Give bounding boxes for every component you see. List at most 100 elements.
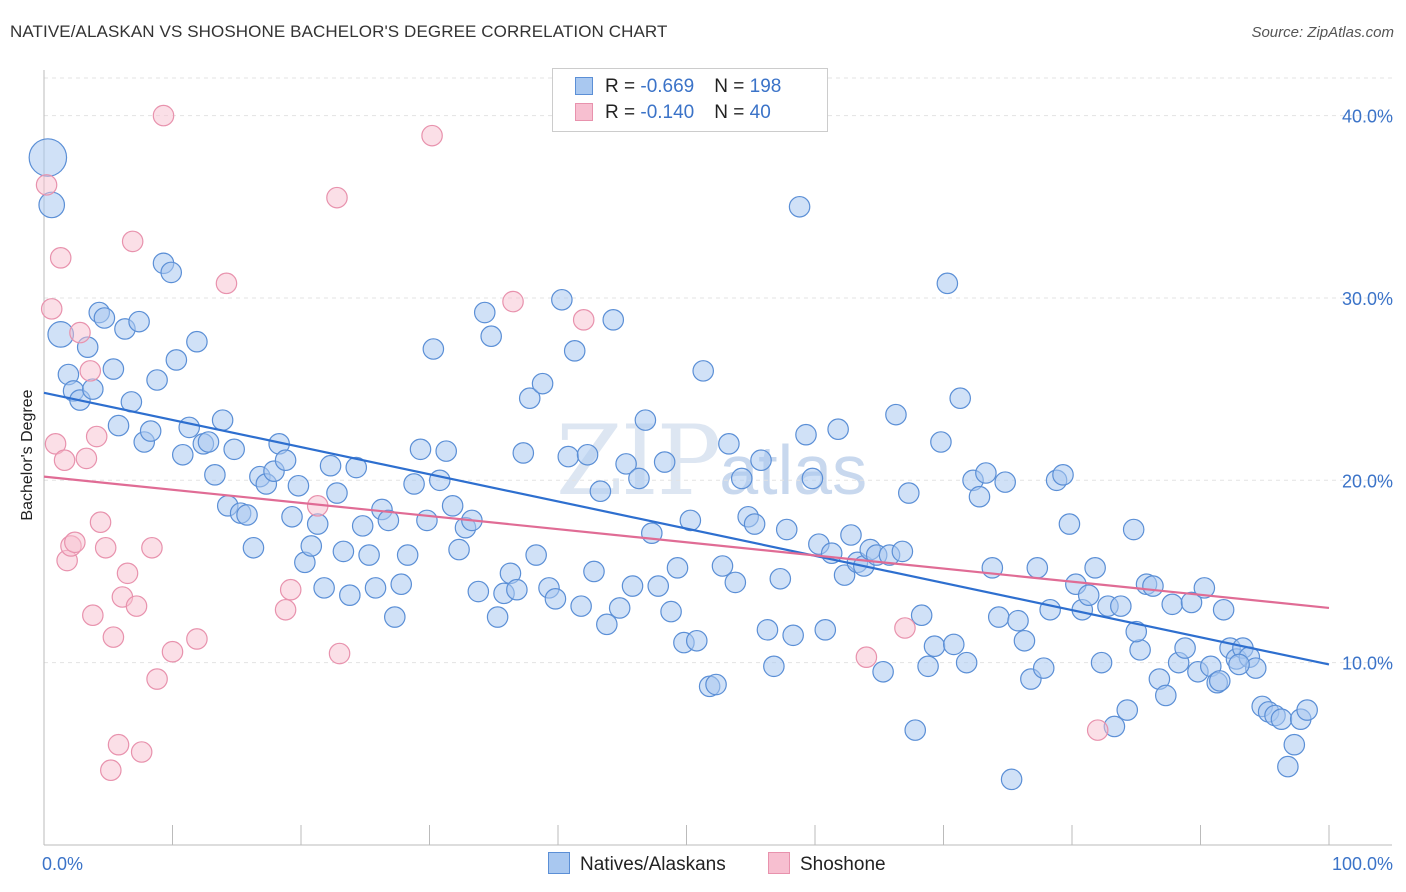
point-natives (358, 544, 380, 566)
point-natives (833, 564, 856, 586)
point-shoshone (855, 646, 878, 668)
point-natives (563, 340, 586, 362)
point-natives (930, 431, 952, 453)
point-natives (1125, 620, 1148, 643)
legend-n-label: N = (714, 76, 750, 97)
point-natives (801, 467, 824, 490)
point-natives (987, 606, 1010, 628)
point-natives (506, 578, 528, 601)
point-natives (300, 535, 323, 557)
point-natives (467, 580, 490, 603)
point-natives (409, 438, 432, 461)
point-natives (775, 518, 798, 541)
point-natives (975, 462, 997, 484)
point-natives (107, 414, 130, 437)
point-natives (1155, 684, 1177, 707)
point-natives (621, 575, 644, 597)
point-natives (576, 443, 599, 466)
point-shoshone (94, 536, 117, 559)
point-natives (326, 482, 348, 504)
y-tick-label: 30.0% (1342, 289, 1393, 309)
point-natives (968, 485, 991, 508)
point-natives (281, 505, 303, 528)
x-tick-label-start: 0.0% (42, 854, 83, 874)
point-natives (615, 453, 637, 475)
y-tick-label: 20.0% (1342, 471, 1393, 491)
point-natives (750, 449, 772, 472)
point-natives (274, 449, 297, 472)
legend-n-label: N = (714, 102, 750, 123)
point-natives (730, 467, 753, 490)
point-shoshone (130, 741, 153, 763)
point-natives (724, 571, 747, 594)
point-natives (146, 369, 168, 391)
point-shoshone (100, 759, 122, 782)
point-shoshone (40, 298, 63, 320)
point-shoshone (328, 642, 351, 665)
x-tick-label-end: 100.0% (1332, 854, 1393, 874)
point-shoshone (279, 578, 302, 601)
point-natives (653, 451, 676, 473)
point-natives (763, 655, 785, 678)
point-natives (679, 509, 702, 532)
point-natives (351, 515, 374, 537)
point-natives (242, 536, 265, 559)
point-natives (589, 480, 612, 503)
point-natives (531, 372, 554, 395)
point-natives (204, 464, 226, 486)
point-natives (596, 613, 618, 636)
point-natives (1077, 584, 1100, 606)
point-shoshone (102, 626, 125, 648)
bottom-legend-natives: Natives/Alaskans (548, 852, 726, 876)
legend-row-shoshone: R = -0.140 N = 40 (575, 102, 771, 126)
point-natives (377, 509, 400, 532)
point-shoshone (82, 604, 104, 627)
point-shoshone (161, 640, 184, 663)
point-natives (339, 584, 361, 606)
point-natives (551, 288, 573, 311)
point-natives (917, 655, 939, 678)
point-natives (448, 538, 470, 561)
point-shoshone (85, 425, 108, 448)
point-natives (1174, 637, 1196, 659)
point-natives (1228, 653, 1250, 676)
point-shoshone (274, 598, 297, 621)
y-tick-label: 40.0% (1342, 107, 1393, 127)
point-natives (692, 360, 715, 382)
point-natives (666, 557, 689, 579)
point-natives (949, 387, 972, 410)
y-axis-label: Bachelor's Degree (19, 389, 36, 521)
bottom-legend-label: Shoshone (800, 854, 886, 875)
point-natives (1000, 768, 1023, 791)
point-natives (1161, 593, 1184, 616)
point-natives (403, 473, 425, 495)
point-shoshone (79, 360, 102, 382)
point-natives (1013, 629, 1036, 652)
point-shoshone (89, 511, 112, 534)
point-natives (628, 467, 650, 490)
point-natives (557, 445, 580, 468)
legend-r-value: -0.140 (640, 102, 695, 123)
y-tick-label: 10.0% (1342, 654, 1393, 674)
point-natives (223, 438, 245, 461)
point-natives (319, 454, 342, 477)
legend-r-label: R = (605, 102, 641, 123)
point-natives (1032, 657, 1055, 679)
point-natives (898, 482, 920, 504)
point-natives (583, 560, 605, 583)
point-natives (178, 416, 201, 439)
point-shoshone (49, 247, 72, 269)
point-natives (416, 509, 438, 532)
point-natives (769, 567, 792, 590)
legend-n-value: 198 (749, 76, 782, 97)
point-natives (211, 409, 234, 431)
point-natives (512, 442, 535, 464)
point-shoshone (116, 562, 139, 585)
point-natives (1052, 464, 1074, 486)
point-natives (197, 431, 220, 453)
point-natives (1007, 609, 1029, 632)
legend-swatch-blue (575, 77, 593, 95)
point-natives (1116, 699, 1139, 721)
point-natives (82, 378, 104, 400)
